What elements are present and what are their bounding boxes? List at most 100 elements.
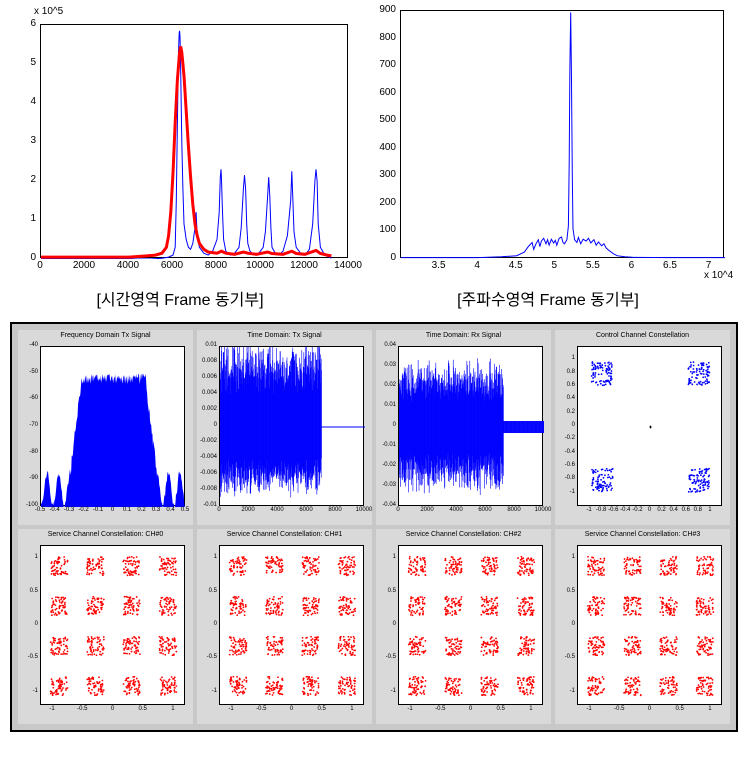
sub-plot-title: Time Domain: Rx Signal <box>376 332 551 339</box>
y-tick-label: -40 <box>19 342 38 348</box>
y-tick-label: -0.04 <box>377 502 396 508</box>
x-tick-label: 6000 <box>475 507 495 513</box>
sub-plot-area <box>40 346 185 506</box>
y-tick-label: 0.006 <box>198 374 217 380</box>
y-tick-label: -0.002 <box>198 438 217 444</box>
y-tick-label: -0.5 <box>198 654 217 660</box>
y-tick-label: 5 <box>8 57 36 68</box>
x-tick-label: 0.5 <box>175 507 195 513</box>
y-tick-label: 1 <box>556 355 575 361</box>
plot-area <box>40 24 348 258</box>
y-tick-label: 0 <box>377 422 396 428</box>
y-tick-label: 1 <box>556 554 575 560</box>
y-tick-label: -1 <box>377 688 396 694</box>
x-tick-label: 1 <box>163 706 183 712</box>
x-tick-label: 0 <box>282 706 302 712</box>
x-tick-label: -1 <box>400 706 420 712</box>
x-tick-label: 1 <box>342 706 362 712</box>
y-tick-label: 900 <box>368 4 396 15</box>
x-tick-label: 1 <box>521 706 541 712</box>
y-tick-label: 0 <box>556 422 575 428</box>
y-tick-label: 2 <box>8 174 36 185</box>
x-tick-label: 6 <box>616 260 646 271</box>
sub-plot-area <box>40 545 185 705</box>
sub-plot-area <box>219 545 364 705</box>
sub-plot-area <box>398 346 543 506</box>
y-tick-label: 0.2 <box>556 409 575 415</box>
x-tick-label: 10000 <box>245 260 275 271</box>
sub-plot-area <box>577 346 722 506</box>
y-tick-label: -0.02 <box>377 462 396 468</box>
sub-plot-area <box>398 545 543 705</box>
y-tick-label: 400 <box>368 142 396 153</box>
x-tick-label: 4000 <box>267 507 287 513</box>
sub-plot-title: Control Channel Constellation <box>555 332 730 339</box>
y-tick-label: 0.04 <box>377 342 396 348</box>
y-tick-label: 0.02 <box>377 382 396 388</box>
x-tick-label: 5.5 <box>578 260 608 271</box>
y-tick-label: -90 <box>19 475 38 481</box>
x-tick-label: 0 <box>461 706 481 712</box>
y-tick-label: -0.008 <box>198 486 217 492</box>
y-tick-label: 0.5 <box>19 588 38 594</box>
x-tick-label: 0.5 <box>491 706 511 712</box>
caption-right: [주파수영역 Frame 동기부] <box>360 286 736 310</box>
y-tick-label: -100 <box>19 502 38 508</box>
sub-plot: Time Domain: Tx Signal020004000600080001… <box>197 330 372 525</box>
y-tick-label: 700 <box>368 59 396 70</box>
x-tick-label: 6000 <box>157 260 187 271</box>
x-tick-label: 8000 <box>504 507 524 513</box>
y-tick-label: 6 <box>8 18 36 29</box>
y-tick-label: 0 <box>198 621 217 627</box>
x-tick-label: -0.5 <box>430 706 450 712</box>
x-tick-label: 5 <box>539 260 569 271</box>
x-tick-label: 2000 <box>417 507 437 513</box>
sub-plot: Control Channel Constellation-1-0.8-0.6-… <box>555 330 730 525</box>
x-tick-label: 2000 <box>69 260 99 271</box>
x-tick-label: 12000 <box>289 260 319 271</box>
sub-plot: Service Channel Constellation: CH#3-1-0.… <box>555 529 730 724</box>
y-tick-label: 0.5 <box>377 588 396 594</box>
y-tick-label: -70 <box>19 422 38 428</box>
y-tick-label: 0.01 <box>198 342 217 348</box>
y-tick-label: 300 <box>368 169 396 180</box>
y-tick-label: -0.5 <box>377 654 396 660</box>
y-tick-label: -0.004 <box>198 454 217 460</box>
sub-plot: Service Channel Constellation: CH#1-1-0.… <box>197 529 372 724</box>
sub-plot: Service Channel Constellation: CH#2-1-0.… <box>376 529 551 724</box>
x-tick-label: 0.5 <box>133 706 153 712</box>
top-row: x 10^50123456020004000600080001000012000… <box>0 0 748 280</box>
sub-plot-area <box>219 346 364 506</box>
sub-plot-title: Service Channel Constellation: CH#0 <box>18 531 193 538</box>
sub-plot-title: Service Channel Constellation: CH#3 <box>555 531 730 538</box>
y-tick-label: 0.03 <box>377 362 396 368</box>
x-tick-label: 1 <box>700 507 720 513</box>
y-tick-label: -0.5 <box>19 654 38 660</box>
exponent-label: x 10^5 <box>34 6 63 17</box>
x-tick-label: -0.5 <box>72 706 92 712</box>
x-tick-label: 4000 <box>446 507 466 513</box>
x-tick-label: 10000 <box>533 507 553 513</box>
y-tick-label: 1 <box>198 554 217 560</box>
y-tick-label: 0.004 <box>198 390 217 396</box>
x-tick-label: 6000 <box>296 507 316 513</box>
x-tick-label: 4.5 <box>501 260 531 271</box>
y-tick-label: 1 <box>377 554 396 560</box>
sub-plot: Service Channel Constellation: CH#0-1-0.… <box>18 529 193 724</box>
bottom-row-2: Service Channel Constellation: CH#0 -1 -0.… <box>18 529 730 724</box>
sub-plot: Frequency Domain Tx Signal-0.5-0.4-0.3-0… <box>18 330 193 525</box>
x-tick-label: 3.5 <box>424 260 454 271</box>
y-tick-label: 200 <box>368 197 396 208</box>
x-tick-label: 8000 <box>325 507 345 513</box>
y-tick-label: -1 <box>556 489 575 495</box>
y-tick-label: 0.002 <box>198 406 217 412</box>
y-tick-label: 0.6 <box>556 382 575 388</box>
y-tick-label: 100 <box>368 224 396 235</box>
y-tick-label: -0.01 <box>377 442 396 448</box>
x-tick-label: 0 <box>640 706 660 712</box>
y-tick-label: -0.4 <box>556 449 575 455</box>
x-tick-label: 4 <box>462 260 492 271</box>
time-domain-frame-sync-chart: x 10^50123456020004000600080001000012000… <box>0 0 360 280</box>
y-tick-label: -80 <box>19 449 38 455</box>
y-tick-label: 3 <box>8 135 36 146</box>
